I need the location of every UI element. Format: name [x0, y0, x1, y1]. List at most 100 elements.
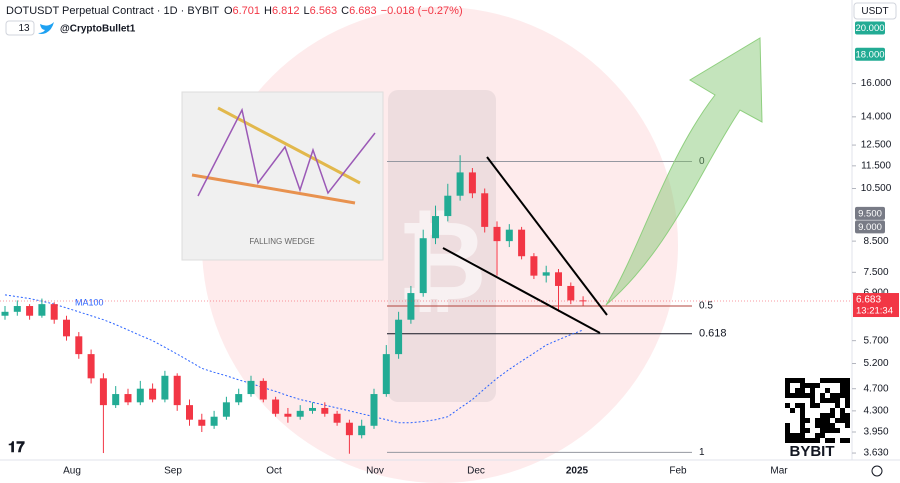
qr-cell — [795, 393, 800, 398]
qr-cell — [815, 418, 820, 423]
x-tick-label: Sep — [164, 466, 182, 477]
inset-caption: FALLING WEDGE — [249, 237, 314, 246]
qr-cell — [845, 398, 850, 403]
qr-cell — [820, 398, 825, 403]
candle-body — [124, 394, 132, 403]
candle-body — [456, 172, 464, 196]
candle-body — [444, 195, 452, 217]
x-tick-label: Nov — [366, 466, 384, 477]
settings-icon[interactable] — [871, 465, 883, 477]
qr-cell — [785, 438, 790, 443]
candle-body — [198, 419, 206, 426]
indicators-button[interactable] — [5, 20, 35, 36]
wedge-lower — [442, 247, 601, 334]
candle-body — [161, 375, 169, 400]
qr-cell — [835, 428, 840, 433]
indicators-count: 13 — [18, 23, 30, 34]
qr-cell — [805, 383, 810, 388]
y-tick-label: 11.500 — [861, 160, 891, 171]
candle-body — [222, 402, 230, 417]
qr-cell — [795, 438, 800, 443]
candle-body — [296, 410, 304, 417]
l-value: 6.563 — [310, 5, 338, 17]
qr-cell — [840, 383, 845, 388]
twitter-icon — [38, 22, 54, 34]
qr-cell — [830, 438, 835, 443]
qr-cell — [830, 408, 835, 413]
currency: USDT — [861, 6, 888, 17]
y-tick-label: 5.200 — [863, 358, 888, 369]
qr-cell — [805, 428, 810, 433]
candle-body — [50, 304, 58, 320]
candle-body — [370, 394, 378, 426]
y-tick-label: 7.500 — [863, 267, 888, 278]
candle-body — [186, 405, 193, 420]
qr-cell — [810, 398, 815, 403]
candle-body — [63, 319, 70, 337]
currency-button[interactable] — [853, 2, 897, 20]
qr-cell — [800, 378, 805, 383]
qr-cell — [810, 383, 815, 388]
x-tick-label: Oct — [266, 466, 282, 477]
candle-body — [272, 399, 280, 414]
qr-cell — [800, 393, 805, 398]
price-label-box — [855, 47, 885, 61]
qr-cell — [845, 388, 850, 393]
y-tick-label: 10.500 — [861, 183, 892, 194]
candle-body — [468, 172, 476, 194]
qr-cell — [820, 393, 825, 398]
candle-body — [567, 285, 575, 301]
qr-cell — [830, 413, 835, 418]
candle-body — [395, 319, 403, 355]
qr-cell — [800, 418, 805, 423]
qr-cell — [810, 393, 815, 398]
candle-body — [333, 413, 341, 423]
qr-cell — [820, 413, 825, 418]
qr-cell — [825, 388, 830, 393]
qr-cell — [795, 388, 800, 393]
qr-cell — [785, 383, 790, 388]
qr-cell — [835, 418, 840, 423]
qr-cell — [800, 428, 805, 433]
qr-cell — [790, 378, 795, 383]
qr-cell — [790, 433, 795, 438]
candle-body — [75, 336, 83, 355]
qr-cell — [845, 378, 850, 383]
qr-cell — [785, 428, 790, 433]
candle-body — [149, 388, 157, 400]
candle-body — [247, 380, 255, 395]
author: @CryptoBullet1 — [60, 24, 136, 35]
candle-body — [284, 413, 292, 417]
x-tick-label: Feb — [669, 466, 687, 477]
qr-cell — [785, 403, 790, 408]
candle-body — [26, 306, 34, 316]
candle-body — [321, 407, 329, 414]
qr-cell — [795, 433, 800, 438]
qr-cell — [785, 423, 790, 428]
qr-cell — [830, 378, 835, 383]
y-tick-label: 3.950 — [863, 427, 888, 438]
inset: FALLING WEDGE — [181, 91, 384, 261]
qr-cell — [825, 438, 830, 443]
qr-cell — [805, 438, 810, 443]
x-tick-label: Aug — [63, 466, 81, 477]
price-label: 9.000 — [858, 222, 882, 233]
price-label-box — [855, 21, 885, 35]
qr-cell — [825, 413, 830, 418]
qr-cell — [825, 378, 830, 383]
qr-cell — [845, 413, 850, 418]
y-tick-label: 5.700 — [863, 335, 888, 346]
x-tick-label: Dec — [467, 466, 485, 477]
y-tick-label: 12.500 — [861, 140, 892, 151]
candle-body — [555, 272, 562, 286]
c-value: 6.683 — [349, 5, 377, 17]
y-tick-label: 4.700 — [863, 383, 888, 394]
o-value: 6.701 — [233, 5, 261, 17]
candle-body — [530, 256, 538, 276]
qr-cell — [845, 393, 850, 398]
qr-cell — [785, 388, 790, 393]
watermark-card — [388, 90, 496, 402]
y-tick-label: 16.000 — [861, 78, 892, 89]
